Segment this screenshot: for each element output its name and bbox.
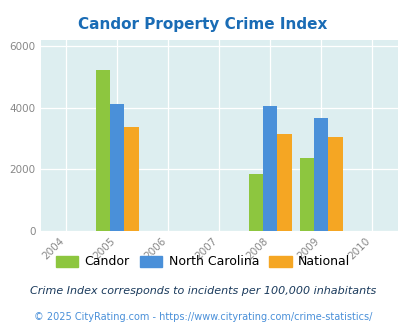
Bar xyxy=(277,134,291,231)
Text: Candor Property Crime Index: Candor Property Crime Index xyxy=(78,16,327,31)
Text: Crime Index corresponds to incidents per 100,000 inhabitants: Crime Index corresponds to incidents per… xyxy=(30,286,375,296)
Bar xyxy=(96,71,110,231)
Text: © 2025 CityRating.com - https://www.cityrating.com/crime-statistics/: © 2025 CityRating.com - https://www.city… xyxy=(34,312,371,322)
Bar xyxy=(313,118,328,231)
Bar xyxy=(124,127,138,231)
Bar xyxy=(262,106,277,231)
Bar xyxy=(328,138,342,231)
Bar xyxy=(110,104,124,231)
Bar xyxy=(248,174,262,231)
Legend: Candor, North Carolina, National: Candor, North Carolina, National xyxy=(51,250,354,274)
Bar xyxy=(299,157,313,231)
